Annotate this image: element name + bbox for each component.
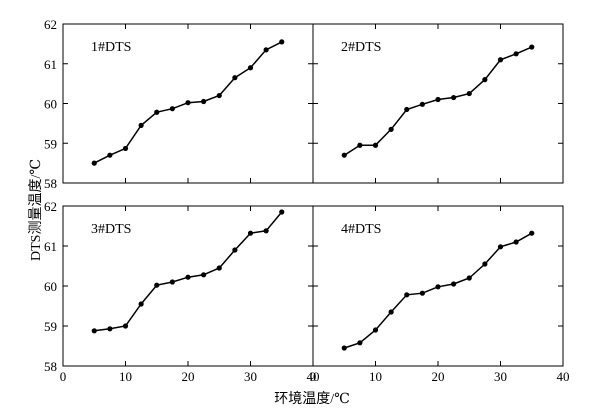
- panel-3-data-point: [122, 323, 129, 329]
- panel-1-y-tick-label: 60: [44, 97, 57, 112]
- panel-3-label: 3#DTS: [91, 222, 131, 237]
- panel-4-x-tick-label: 40: [557, 369, 570, 384]
- panel-1-y-tick-label: 61: [44, 57, 57, 72]
- panel-3-data-point: [91, 328, 97, 334]
- panel-4-data-point: [529, 230, 535, 236]
- panel-4-data-point: [482, 261, 488, 267]
- panel-4-label: 4#DTS: [341, 222, 381, 237]
- panel-2-data-point: [388, 126, 394, 132]
- panel-2-data-point: [435, 96, 441, 103]
- panel-4-data-point: [404, 292, 410, 298]
- panel-3-y-tick-label: 61: [44, 239, 57, 254]
- panel-1-data-point: [169, 106, 175, 112]
- panel-1-data-point: [138, 122, 144, 128]
- panel-4-data-point: [341, 345, 347, 351]
- panel-2-data-point: [341, 152, 347, 158]
- panel-1-y-tick-label: 62: [44, 17, 57, 32]
- panel-3-x-tick-label: 30: [244, 369, 257, 384]
- panel-2-data-point: [357, 142, 363, 148]
- panel-2-data-point: [372, 142, 379, 148]
- panel-3-data-point: [185, 274, 191, 280]
- panel-2-data-point: [529, 44, 535, 50]
- panel-1-data-point: [232, 75, 238, 81]
- panel-3-data-point: [279, 209, 285, 215]
- panel-1-y-tick-label: 58: [44, 176, 57, 191]
- panel-1-data-point: [154, 109, 160, 115]
- panel-1-label: 1#DTS: [91, 40, 131, 55]
- panel-3-data-point: [216, 265, 222, 271]
- panel-2-data-point: [466, 90, 472, 97]
- panel-3-data-point: [247, 230, 254, 236]
- panel-3-data-point: [169, 279, 175, 285]
- panel-2-data-point: [419, 101, 425, 107]
- panel-3-x-tick-label: 40: [307, 369, 320, 384]
- panel-2-data-point: [497, 57, 504, 63]
- panel-4-x-tick-label: 10: [369, 369, 382, 384]
- panel-4-data-point: [419, 290, 425, 296]
- panel-4-x-tick-label: 30: [494, 369, 507, 384]
- panel-4-data-point: [513, 239, 519, 245]
- panel-1-data-point: [107, 152, 113, 158]
- panel-1-data-point: [279, 39, 285, 45]
- panel-2-data-point: [513, 51, 519, 57]
- panel-4-x-tick-label: 0: [310, 369, 317, 384]
- panel-1-data-point: [216, 92, 222, 99]
- panel-1-y-tick-label: 59: [44, 136, 57, 151]
- panel-4-data-point: [357, 340, 363, 346]
- panel-4-data-point: [388, 309, 394, 315]
- panel-3-y-tick-label: 60: [44, 279, 57, 294]
- panel-3-x-tick-label: 0: [60, 369, 67, 384]
- panel-3-x-tick-label: 10: [119, 369, 132, 384]
- panel-1-data-point: [263, 47, 269, 53]
- panel-3-y-tick-label: 58: [44, 359, 57, 374]
- panel-1-data-point: [247, 65, 254, 71]
- x-axis-title: 环境温度/℃: [274, 391, 350, 407]
- panel-3-data-point: [232, 247, 238, 253]
- panel-2-data-point: [404, 106, 410, 113]
- panel-1-data-point: [185, 100, 191, 106]
- panel-3-data-point: [263, 228, 269, 234]
- y-axis-title: DTS测量温度/℃: [28, 159, 44, 261]
- panel-1-data-point: [122, 145, 129, 152]
- panel-2-data-point: [482, 77, 488, 83]
- panel-3-y-tick-label: 62: [44, 199, 57, 214]
- panel-3-data-point: [107, 326, 113, 332]
- panel-3-data-point: [138, 301, 144, 307]
- panel-4-series-line: [344, 232, 533, 349]
- panel-2-data-point: [451, 94, 457, 101]
- panel-3-data-point: [154, 282, 160, 288]
- panel-4-data-point: [372, 327, 379, 333]
- panel-1-data-point: [201, 98, 207, 105]
- panel-4-data-point: [451, 281, 457, 287]
- panel-4-data-point: [435, 284, 441, 290]
- panel-3-x-tick-label: 20: [182, 369, 195, 384]
- panel-4-x-tick-label: 20: [432, 369, 445, 384]
- panel-4-data-point: [497, 244, 504, 250]
- panel-2-label: 2#DTS: [341, 40, 381, 55]
- panel-1-data-point: [91, 160, 97, 166]
- panel-3-data-point: [201, 272, 207, 278]
- panel-4-data-point: [466, 275, 472, 281]
- panel-3-y-tick-label: 59: [44, 319, 57, 334]
